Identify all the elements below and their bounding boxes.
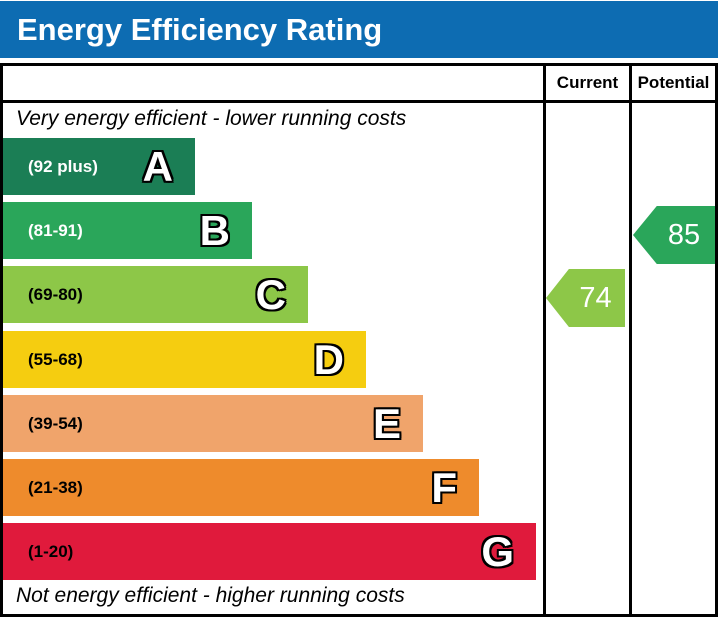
band-letter: A: [142, 142, 173, 190]
band-letter: C: [255, 270, 286, 318]
band-letter: D: [313, 335, 344, 383]
band-D: (55-68) D: [3, 331, 366, 388]
band-letter: B: [199, 206, 230, 254]
current-rating-value: 74: [579, 281, 612, 314]
page-title: Energy Efficiency Rating: [17, 11, 383, 47]
current-column-divider: [543, 63, 546, 617]
band-B: (81-91) B: [3, 202, 252, 259]
band-range-label: (39-54): [28, 413, 83, 433]
band-C: (69-80) C: [3, 266, 308, 323]
band-A: (92 plus) A: [3, 138, 195, 195]
band-range-label: (81-91): [28, 220, 83, 240]
band-letter: E: [372, 399, 401, 447]
band-range-label: (1-20): [28, 541, 74, 561]
band-letter: F: [431, 463, 457, 511]
potential-column-divider: [629, 63, 632, 617]
potential-column-header: Potential: [637, 73, 710, 92]
top-note: Very energy efficient - lower running co…: [16, 107, 407, 130]
band-range-label: (69-80): [28, 284, 83, 304]
band-range-label: (92 plus): [28, 156, 98, 176]
band-G: (1-20) G: [3, 523, 536, 580]
bottom-note: Not energy efficient - higher running co…: [16, 584, 405, 607]
header-row-border: [0, 100, 718, 103]
band-F: (21-38) F: [3, 459, 479, 516]
current-column-header: Current: [556, 73, 619, 92]
band-letter: G: [481, 527, 514, 575]
band-range-label: (55-68): [28, 349, 83, 369]
title-bar: Energy Efficiency Rating: [0, 1, 718, 58]
potential-rating-value: 85: [667, 218, 701, 251]
band-range-label: (21-38): [28, 477, 83, 497]
band-E: (39-54) E: [3, 395, 423, 452]
